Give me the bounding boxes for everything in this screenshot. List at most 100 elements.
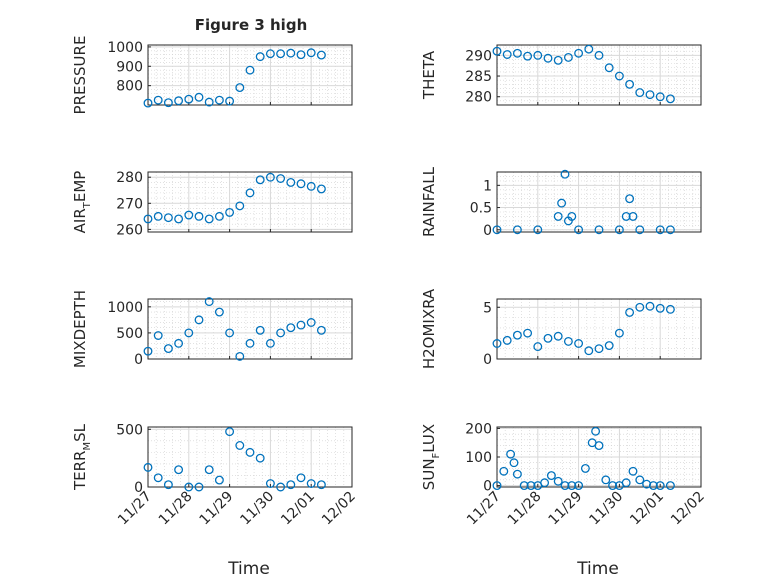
data-point <box>665 481 675 491</box>
y-axis-label: TERRMSL <box>71 423 93 491</box>
data-point <box>184 210 194 220</box>
data-point <box>604 63 614 73</box>
data-point <box>265 172 275 182</box>
y-tick-label: 100 <box>465 450 492 466</box>
data-point <box>492 339 502 348</box>
data-point <box>492 225 502 235</box>
data-point <box>574 48 584 58</box>
x-tick-label: 11/30 <box>586 489 626 529</box>
data-point <box>296 320 306 330</box>
x-tick-label: 11/29 <box>197 489 237 529</box>
plot-area <box>147 44 353 106</box>
data-point <box>604 341 614 351</box>
data-point <box>286 48 296 58</box>
y-axis-label: H2OMIXRA <box>420 288 438 369</box>
data-point <box>163 480 173 490</box>
y-tick-label: 900 <box>116 59 143 75</box>
subplot-pressure: 800 900 1000 PRESSURE <box>71 36 353 115</box>
data-point <box>306 181 316 191</box>
data-point <box>563 52 573 62</box>
data-point <box>153 95 163 105</box>
data-point <box>523 328 533 338</box>
x-tick-label: 12/01 <box>627 489 667 529</box>
data-point <box>648 481 658 491</box>
data-point <box>245 447 255 457</box>
data-point <box>553 211 563 221</box>
data-point <box>265 49 275 59</box>
data-point <box>153 473 163 483</box>
data-point <box>286 323 296 333</box>
data-point <box>553 331 563 341</box>
data-point <box>214 307 224 317</box>
data-point <box>235 441 245 450</box>
data-point <box>614 71 624 81</box>
data-point <box>214 211 224 221</box>
data-point <box>621 211 631 221</box>
data-point <box>286 480 296 490</box>
data-point <box>512 469 522 479</box>
data-point <box>591 426 601 436</box>
data-point <box>594 441 604 451</box>
data-point <box>184 482 194 492</box>
data-point <box>143 214 153 224</box>
y-axis-label: PRESSURE <box>71 36 89 115</box>
data-point <box>526 481 536 491</box>
data-point <box>625 194 635 204</box>
y-tick-label: 5 <box>483 300 492 316</box>
subplot-rainfall: 0 0.5 1 RAINFALL <box>420 166 702 239</box>
axis-frame <box>496 171 702 233</box>
data-point <box>594 225 604 235</box>
data-point <box>255 453 265 463</box>
data-point <box>655 303 665 313</box>
data-point <box>614 225 624 235</box>
data-point <box>509 458 519 468</box>
figure-title: Figure 3 high <box>195 16 308 34</box>
data-point <box>519 481 529 491</box>
y-tick-label: 260 <box>116 222 143 238</box>
y-tick-label: 280 <box>465 90 492 106</box>
data-point <box>574 225 584 235</box>
data-point <box>567 211 577 221</box>
y-tick-label: 280 <box>116 170 143 186</box>
data-point <box>296 50 306 60</box>
data-point <box>194 482 204 492</box>
data-point <box>174 96 184 106</box>
data-point <box>214 95 224 105</box>
data-point <box>255 52 265 62</box>
data-point <box>174 338 184 348</box>
data-point <box>574 339 584 348</box>
data-point <box>235 83 245 93</box>
y-axis-label: THETA <box>420 50 438 100</box>
data-point <box>163 98 173 108</box>
y-tick-label: 0 <box>134 352 143 368</box>
data-point <box>276 328 286 338</box>
data-point <box>143 98 153 108</box>
data-point <box>533 50 543 60</box>
x-tick-label: 11/29 <box>546 489 586 529</box>
data-point <box>665 225 675 235</box>
axis-frame <box>496 44 702 106</box>
plot-area <box>496 44 702 106</box>
data-point <box>492 46 502 56</box>
y-tick-label: 1000 <box>107 40 143 56</box>
data-point <box>628 466 638 476</box>
data-point <box>546 471 556 481</box>
axis-frame <box>496 426 702 488</box>
data-point <box>153 331 163 340</box>
data-point <box>255 325 265 335</box>
data-point <box>655 92 665 102</box>
x-tick-label: 11/28 <box>505 489 545 529</box>
data-point <box>235 351 245 361</box>
data-point <box>635 475 645 485</box>
y-axis-label: AIRTEMP <box>71 171 93 234</box>
data-point <box>502 50 512 59</box>
data-point <box>163 344 173 354</box>
data-point <box>245 65 255 75</box>
data-point <box>153 211 163 221</box>
y-tick-label: 500 <box>116 326 143 342</box>
y-tick-label: 270 <box>116 196 143 212</box>
x-axis-label: Time <box>576 559 619 579</box>
data-point <box>276 49 286 59</box>
